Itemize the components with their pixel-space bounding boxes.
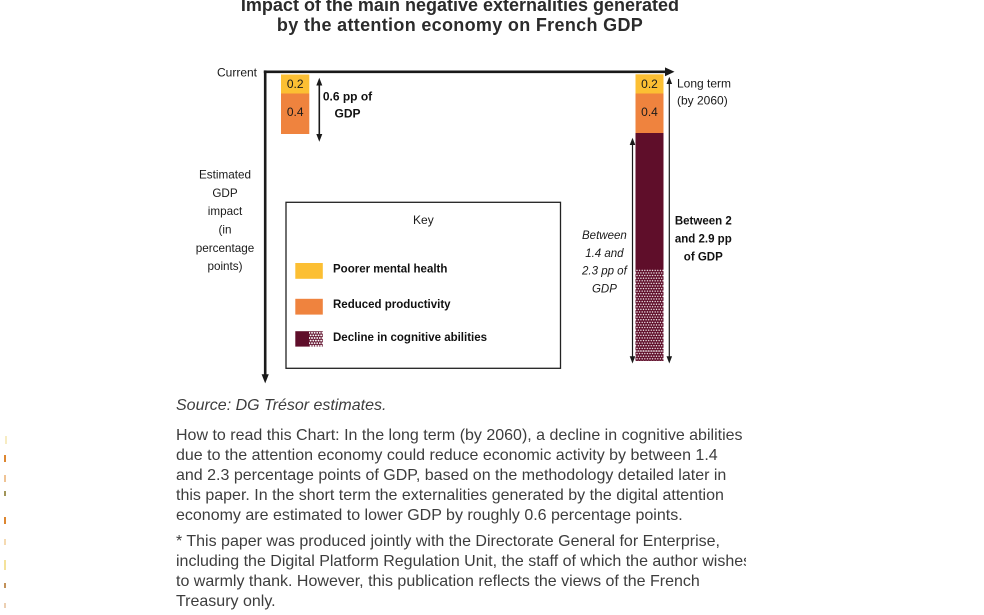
svg-text:GDP: GDP [592, 283, 617, 295]
svg-text:(in: (in [219, 224, 232, 237]
svg-text:percentage: percentage [196, 242, 254, 255]
svg-text:GDP: GDP [334, 107, 360, 121]
svg-text:(by 2060): (by 2060) [677, 94, 728, 108]
svg-text:Reduced productivity: Reduced productivity [333, 299, 451, 311]
svg-text:0.4: 0.4 [641, 105, 658, 119]
svg-text:Decline in cognitive abilities: Decline in cognitive abilities [333, 332, 487, 344]
svg-text:and 2.9 pp: and 2.9 pp [675, 234, 732, 246]
svg-text:of GDP: of GDP [684, 251, 723, 263]
svg-text:impact: impact [208, 205, 243, 218]
svg-text:0.2: 0.2 [641, 77, 658, 91]
svg-text:Poorer mental health: Poorer mental health [333, 263, 447, 275]
svg-text:1.4 and: 1.4 and [585, 248, 624, 260]
svg-text:Between 2: Between 2 [675, 216, 732, 228]
svg-text:Key: Key [413, 213, 434, 227]
svg-text:points): points) [207, 260, 242, 273]
svg-text:Current: Current [217, 66, 258, 80]
svg-text:Estimated: Estimated [199, 169, 251, 182]
svg-text:0.4: 0.4 [287, 105, 304, 119]
svg-text:GDP: GDP [212, 187, 238, 200]
svg-text:2.3 pp of: 2.3 pp of [581, 266, 629, 278]
svg-text:Long term: Long term [677, 77, 731, 91]
svg-text:0.2: 0.2 [287, 77, 304, 91]
svg-text:Between: Between [582, 230, 627, 242]
svg-text:0.6 pp of: 0.6 pp of [323, 90, 373, 104]
